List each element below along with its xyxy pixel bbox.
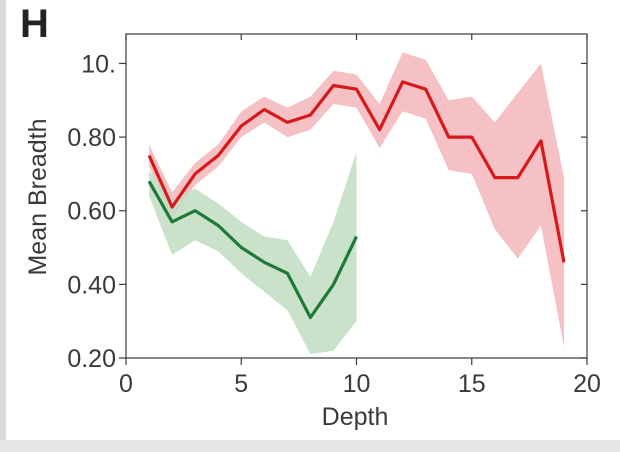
series-2-line (147, 180, 358, 320)
x-tick-label: 10 (343, 370, 371, 398)
series-1-band (149, 52, 564, 348)
y-tick-label: 10. (81, 50, 116, 78)
x-tick-label: 15 (458, 370, 486, 398)
series-lines (147, 80, 566, 320)
tick-labels: 0 5 10 15 20 0.20 0.40 0.60 0.80 10. (67, 50, 601, 398)
x-axis-title: Depth (322, 403, 389, 431)
y-axis-title: Mean Breadth (24, 118, 52, 275)
x-tick-label: 20 (573, 370, 601, 398)
confidence-bands (149, 52, 564, 355)
tick-marks (119, 34, 588, 365)
x-tick-label: 5 (234, 370, 248, 398)
y-tick-label: 0.80 (67, 124, 116, 152)
left-margin-strip (0, 0, 6, 452)
x-tick-label: 0 (119, 370, 133, 398)
bottom-margin-strip (0, 440, 620, 452)
y-tick-label: 0.60 (67, 198, 116, 226)
panel-label: H (20, 2, 49, 46)
series-1-line (147, 80, 566, 263)
y-tick-label: 0.20 (67, 345, 116, 373)
y-tick-label: 0.40 (67, 271, 116, 299)
